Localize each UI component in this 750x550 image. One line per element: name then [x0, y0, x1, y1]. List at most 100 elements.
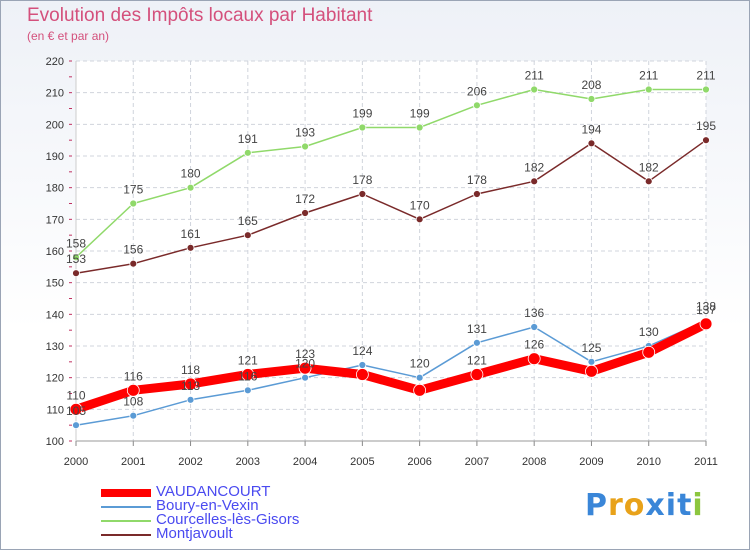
data-point: [72, 253, 80, 262]
data-point: [473, 338, 481, 347]
series-line-1: [75, 319, 707, 426]
proxiti-logo: Proxiti: [585, 488, 704, 523]
data-point: [355, 368, 369, 381]
data-point: [358, 190, 367, 198]
data-point: [702, 136, 710, 145]
data-point: [642, 345, 656, 359]
data-point: [473, 101, 481, 110]
data-label: 156: [123, 243, 143, 257]
logo-letter: x: [645, 488, 666, 523]
data-label: 116: [124, 369, 143, 383]
legend-label: Courcelles-lès-Gisors: [156, 511, 300, 528]
data-label: 108: [123, 395, 143, 409]
axis-layer: 100 110 120 130 140 150 160 170 180 190 200 210 220 2…: [46, 56, 718, 468]
series-layer: [69, 85, 713, 430]
chart-subtitle: (en € et par an): [27, 29, 110, 43]
data-point: [587, 357, 596, 366]
data-label: 158: [66, 236, 86, 250]
data-label: 211: [639, 69, 658, 83]
data-label: 138: [696, 300, 716, 314]
x-tick-label: 2011: [694, 456, 718, 468]
data-label: 105: [66, 404, 86, 418]
data-label-layer: 153 156 161 165 172 178 170 178 182 194 182 195 158 1…: [66, 69, 716, 419]
data-label: 153: [66, 252, 86, 266]
y-tick-label: 180: [46, 183, 64, 195]
data-point: [69, 402, 83, 416]
y-tick-label: 210: [46, 88, 64, 100]
x-tick-label: 2005: [350, 456, 374, 468]
data-point: [301, 142, 309, 151]
data-label: 178: [352, 173, 372, 187]
x-tick-label: 2008: [522, 456, 546, 468]
data-label: 123: [295, 347, 315, 361]
x-tick-label: 2003: [236, 456, 260, 468]
x-tick-label: 2000: [64, 456, 88, 468]
legend-label: Montjavoult: [156, 525, 233, 542]
data-point: [415, 215, 424, 224]
data-label: 211: [525, 69, 544, 83]
legend-label: Boury-en-Vexin: [156, 497, 259, 514]
data-label: 194: [581, 122, 601, 136]
logo-letter: t: [677, 488, 693, 523]
legend-label: VAUDANCOURT: [156, 483, 271, 500]
data-point: [184, 377, 197, 391]
data-point: [358, 123, 367, 132]
data-label: 195: [696, 119, 716, 133]
data-point: [243, 231, 252, 240]
data-label: 175: [123, 183, 143, 197]
data-point: [527, 352, 541, 366]
data-label: 182: [524, 160, 544, 174]
data-point: [587, 95, 596, 103]
data-label: 110: [66, 388, 85, 402]
logo-letter: o: [623, 488, 646, 523]
legend-swatch: [101, 534, 151, 536]
y-tick-label: 130: [46, 341, 64, 353]
data-point: [186, 183, 195, 192]
data-point: [126, 383, 140, 397]
data-point: [301, 209, 309, 217]
x-tick-label: 2010: [636, 456, 660, 468]
data-label: 136: [524, 306, 544, 320]
data-label: 208: [581, 78, 601, 92]
logo-letter: P: [585, 488, 608, 523]
logo-letter: r: [608, 488, 624, 523]
logo-letter: i: [665, 488, 678, 523]
data-point: [72, 421, 80, 430]
data-label: 165: [238, 214, 258, 228]
logo-letter: i: [692, 488, 704, 523]
legend-swatch: [101, 489, 151, 497]
x-tick-label: 2004: [293, 456, 317, 468]
y-tick-label: 140: [46, 309, 64, 321]
data-point: [129, 259, 138, 268]
y-tick-label: 160: [46, 246, 64, 258]
data-label: 124: [352, 344, 372, 358]
data-label: 178: [467, 173, 487, 187]
data-label: 125: [581, 341, 601, 355]
y-tick-label: 200: [46, 119, 64, 131]
series-line-2: [75, 88, 707, 259]
y-tick-label: 220: [46, 56, 64, 68]
data-label: 120: [410, 357, 430, 371]
data-point: [530, 85, 539, 94]
data-label: 191: [238, 132, 258, 146]
x-tick-label: 2001: [121, 456, 145, 468]
data-label: 137: [696, 303, 716, 317]
data-label: 193: [295, 126, 315, 140]
y-tick-label: 100: [46, 436, 64, 448]
data-label: 121: [238, 354, 258, 368]
data-point: [415, 373, 424, 382]
data-label: 161: [181, 227, 201, 241]
data-point: [358, 361, 367, 369]
data-point: [129, 199, 138, 208]
data-point: [413, 383, 427, 397]
y-tick-label: 150: [46, 278, 64, 290]
x-tick-label: 2002: [178, 456, 202, 468]
x-tick-label: 2006: [407, 456, 431, 468]
data-label: 170: [410, 198, 430, 212]
legend-swatch: [101, 506, 151, 508]
data-point: [530, 177, 539, 186]
y-tick-label: 190: [46, 151, 64, 163]
y-tick-label: 110: [46, 404, 64, 416]
data-point: [473, 190, 481, 198]
